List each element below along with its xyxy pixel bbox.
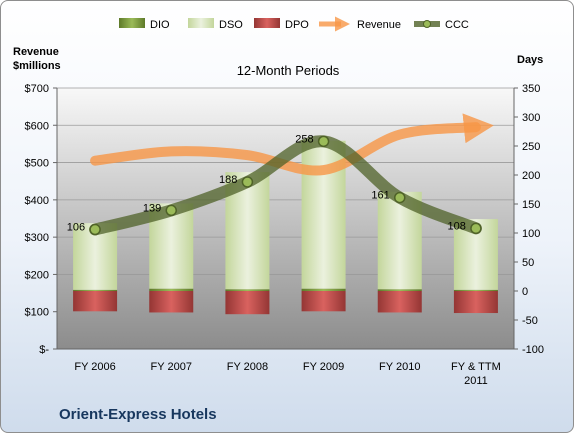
legend-swatch [119,18,145,28]
x-tick-label: FY 2006 [74,361,115,373]
ccc-point [89,223,101,236]
x-tick-label: 2011 [464,375,488,387]
x-tick-label: FY 2007 [151,361,192,373]
ccc-data-label: 139 [143,202,161,214]
bar-dpo [149,291,194,313]
right-tick-label: 300 [522,112,540,124]
axes: $- $100 $200 $300 $400 $500 $600 $700 -100 -50 0 50… [25,83,545,387]
legend-label: DIO [150,19,170,31]
right-tick-label: -50 [522,315,538,327]
bar-dpo [377,291,422,313]
right-axis-label: Days [517,54,543,66]
left-tick-label: $400 [25,195,49,207]
right-tick-label: 200 [522,170,540,182]
ccc-data-label: 188 [219,174,237,186]
left-axis-label: Revenue [13,46,59,58]
x-tick-label: FY 2008 [227,361,268,373]
right-tick-label: -100 [522,344,544,356]
legend-swatch [188,18,214,28]
left-tick-label: $200 [25,269,49,281]
bar-dio [225,289,270,291]
left-tick-label: $500 [25,158,49,170]
ccc-point [241,176,254,188]
bar-dio [301,288,346,291]
left-tick-label: $300 [25,232,49,244]
lines: 106 139 188 258 161 108 [67,113,494,236]
x-tick-label: FY 2010 [379,361,420,373]
bar-dpo [73,291,118,312]
company-name: Orient-Express Hotels [59,406,217,423]
legend-swatch [254,18,280,28]
x-tick-label: FY & TTM [451,361,501,373]
bar-dpo [453,291,498,314]
bar-dio [453,289,498,291]
bar-dpo [225,291,270,315]
bar-dio [377,289,422,291]
ccc-data-label: 258 [295,133,313,145]
ccc-point [394,191,406,204]
legend-label: DPO [285,19,309,31]
bar-dio [73,289,118,291]
x-tick-label: FY 2009 [303,361,344,373]
bar-dio [149,288,194,291]
ccc-point [165,204,177,217]
left-axis-unit: $millions [13,60,61,72]
right-tick-label: 0 [522,286,528,298]
left-tick-label: $700 [25,83,49,95]
legend-label: CCC [445,19,469,31]
chart-title: 12-Month Periods [237,63,340,78]
right-tick-label: 350 [522,83,540,95]
right-tick-label: 250 [522,141,540,153]
legend-label: DSO [219,19,243,31]
right-tick-label: 150 [522,199,540,211]
ccc-point [470,222,482,235]
right-tick-label: 100 [522,228,540,240]
legend-label: Revenue [357,19,401,31]
legend-marker [423,20,431,28]
right-tick-label: 50 [522,257,534,269]
ccc-data-label: 106 [67,222,85,234]
ccc-point [317,135,330,148]
revenue-line [90,113,494,176]
ccc-data-label: 161 [371,190,389,202]
left-tick-label: $600 [25,120,49,132]
bar-dpo [301,291,346,312]
legend: DIO DSO DPO Revenue CCC [119,16,469,32]
left-tick-label: $100 [25,307,49,319]
left-tick-label: $- [39,344,49,356]
ccc-data-label: 108 [448,220,466,232]
